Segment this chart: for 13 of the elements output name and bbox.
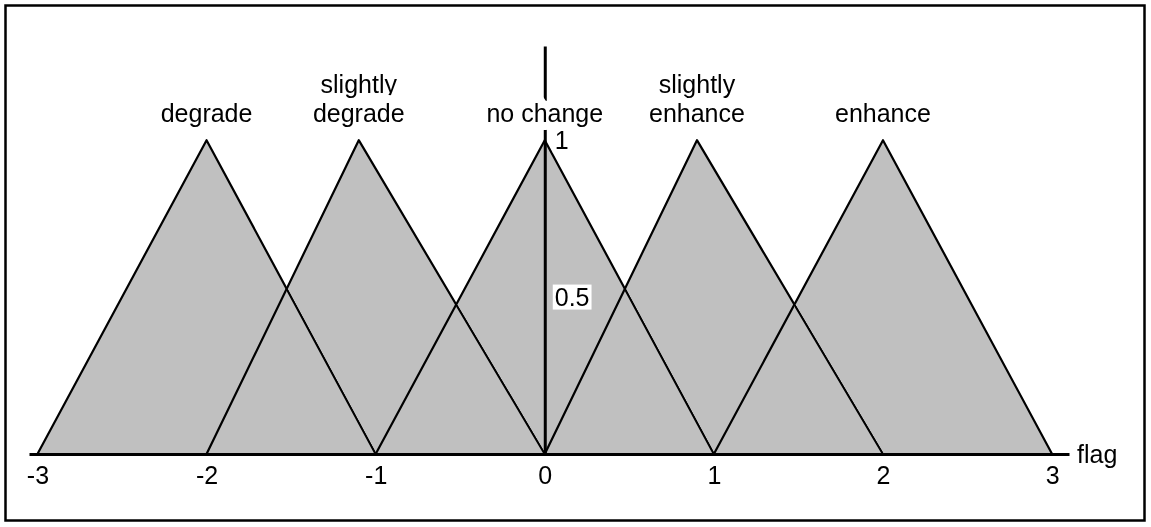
x-tick-label: 1: [707, 461, 722, 489]
series-label: enhance: [835, 99, 931, 128]
x-tick-label: 0: [538, 461, 553, 489]
x-tick-label: -1: [365, 461, 388, 489]
series-label: slightly degrade: [312, 70, 405, 128]
series-label: slightly enhance: [649, 70, 745, 128]
x-tick-label: -2: [195, 461, 219, 489]
x-axis-title: flag: [1077, 440, 1118, 468]
x-tick-label: -3: [26, 461, 50, 489]
series-label: degrade: [160, 99, 253, 128]
x-tick-label: 3: [1045, 461, 1060, 489]
x-tick-label: 2: [876, 461, 891, 489]
y-tick-label: 0.5: [554, 282, 590, 311]
